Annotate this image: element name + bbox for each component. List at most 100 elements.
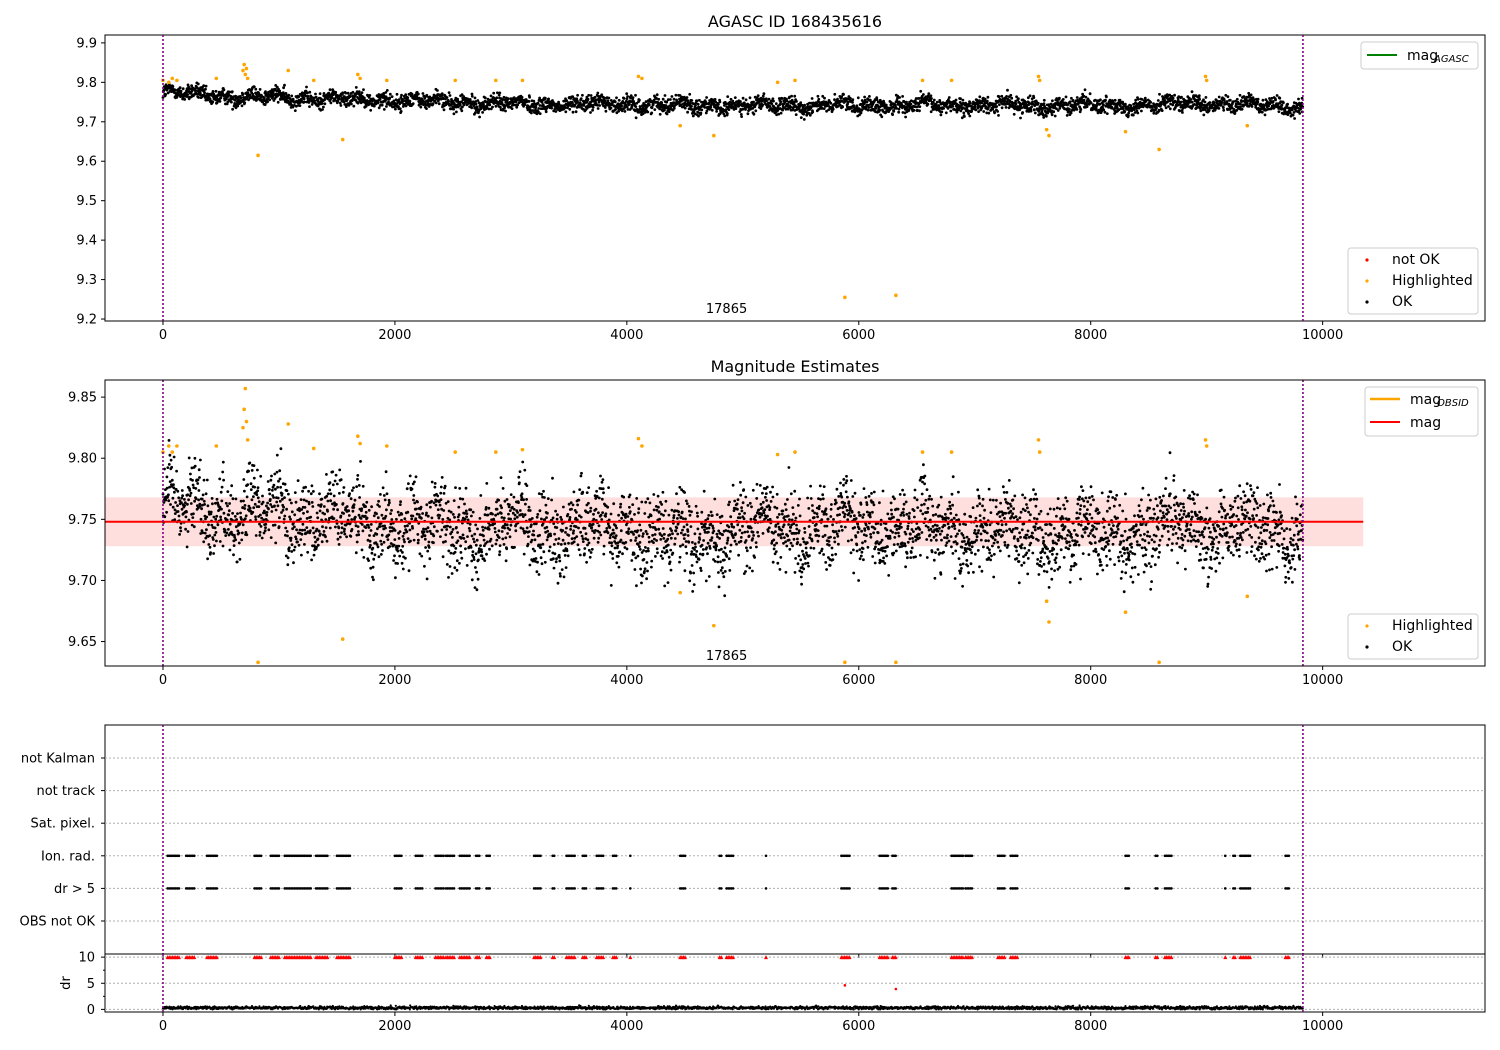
ok-point bbox=[376, 516, 380, 520]
ok-point bbox=[1017, 97, 1020, 101]
ok-point bbox=[623, 110, 627, 113]
ok-point bbox=[408, 474, 412, 478]
highlighted-point bbox=[1123, 129, 1128, 134]
ok-point bbox=[1000, 106, 1004, 110]
ok-point bbox=[489, 537, 493, 541]
ok-point bbox=[208, 97, 212, 101]
ok-point bbox=[325, 473, 328, 476]
ok-point bbox=[170, 465, 174, 469]
ok-point bbox=[439, 491, 443, 495]
ok-point bbox=[299, 538, 303, 541]
ok-point bbox=[324, 518, 328, 521]
ok-point bbox=[1226, 95, 1230, 99]
ok-point bbox=[270, 510, 274, 513]
ok-point bbox=[401, 544, 405, 548]
ok-point bbox=[334, 525, 337, 529]
ok-point bbox=[253, 502, 257, 506]
ok-point bbox=[210, 497, 214, 500]
ok-point bbox=[442, 509, 446, 512]
ok-point bbox=[396, 510, 400, 514]
ok-point bbox=[219, 518, 223, 522]
ok-point bbox=[695, 99, 699, 103]
ok-point bbox=[905, 100, 908, 104]
ok-point bbox=[357, 533, 361, 537]
ok-point bbox=[328, 526, 332, 530]
ok-point bbox=[397, 544, 401, 548]
ok-point bbox=[376, 545, 380, 549]
highlighted-point bbox=[340, 137, 345, 142]
ok-point bbox=[723, 114, 727, 118]
ok-point bbox=[613, 100, 617, 104]
ok-point bbox=[498, 550, 502, 553]
ok-point bbox=[203, 503, 207, 506]
ok-point bbox=[604, 109, 608, 113]
ok-point bbox=[189, 472, 192, 476]
ok-point bbox=[453, 566, 457, 570]
ok-point bbox=[201, 531, 205, 535]
ok-point bbox=[266, 100, 269, 104]
ok-point bbox=[425, 503, 429, 507]
ok-point bbox=[385, 508, 388, 512]
highlighted-point bbox=[636, 74, 641, 79]
ok-point bbox=[1006, 88, 1009, 92]
ok-point bbox=[382, 108, 386, 111]
ok-point bbox=[657, 97, 661, 101]
ok-point bbox=[193, 456, 197, 460]
ok-point bbox=[674, 93, 678, 97]
ok-point bbox=[333, 479, 337, 483]
ok-point bbox=[362, 88, 365, 91]
highlighted-point bbox=[244, 66, 249, 71]
ok-point bbox=[537, 110, 540, 114]
ok-point bbox=[993, 111, 996, 115]
highlighted-point bbox=[843, 295, 847, 300]
ok-point bbox=[327, 92, 331, 96]
ok-point bbox=[477, 101, 481, 105]
ok-point bbox=[983, 97, 987, 101]
ok-point bbox=[284, 526, 288, 530]
ok-point bbox=[922, 93, 925, 96]
ok-point bbox=[1061, 98, 1065, 101]
ok-point bbox=[446, 524, 449, 528]
highlighted-point bbox=[494, 78, 498, 83]
ok-point bbox=[183, 504, 187, 507]
ok-point bbox=[425, 107, 428, 110]
ok-point bbox=[166, 466, 170, 469]
ok-point bbox=[348, 492, 351, 496]
ok-point bbox=[276, 100, 280, 104]
ok-point bbox=[997, 114, 1000, 117]
ok-point bbox=[1222, 98, 1226, 102]
ok-point bbox=[419, 105, 423, 109]
ok-point bbox=[344, 91, 348, 95]
ok-point bbox=[978, 95, 982, 99]
ok-point bbox=[606, 99, 610, 103]
ok-point bbox=[305, 526, 309, 529]
ok-point bbox=[169, 458, 173, 462]
ok-point bbox=[249, 482, 253, 486]
ok-point bbox=[421, 512, 424, 515]
ok-point bbox=[314, 540, 317, 544]
ok-point bbox=[218, 540, 222, 543]
ok-point bbox=[313, 99, 316, 103]
ok-point bbox=[1261, 98, 1265, 102]
ok-point bbox=[939, 113, 943, 117]
ok-point bbox=[292, 548, 296, 552]
ok-point bbox=[1235, 109, 1239, 112]
ok-point bbox=[634, 116, 638, 120]
ok-point bbox=[400, 512, 404, 516]
ok-point bbox=[236, 512, 239, 515]
ok-point bbox=[209, 510, 213, 514]
ok-point bbox=[472, 558, 476, 561]
ok-point bbox=[360, 523, 364, 526]
ok-point bbox=[464, 540, 468, 544]
ok-point bbox=[373, 553, 377, 557]
ok-point bbox=[368, 534, 371, 537]
ok-point bbox=[497, 93, 501, 97]
ok-point bbox=[454, 547, 458, 550]
ok-point bbox=[536, 101, 540, 105]
ok-point bbox=[487, 107, 491, 111]
ok-point bbox=[1121, 102, 1125, 106]
ok-point bbox=[578, 105, 581, 109]
ok-point bbox=[185, 545, 189, 549]
ok-point bbox=[438, 514, 442, 517]
highlighted-point bbox=[175, 78, 179, 83]
